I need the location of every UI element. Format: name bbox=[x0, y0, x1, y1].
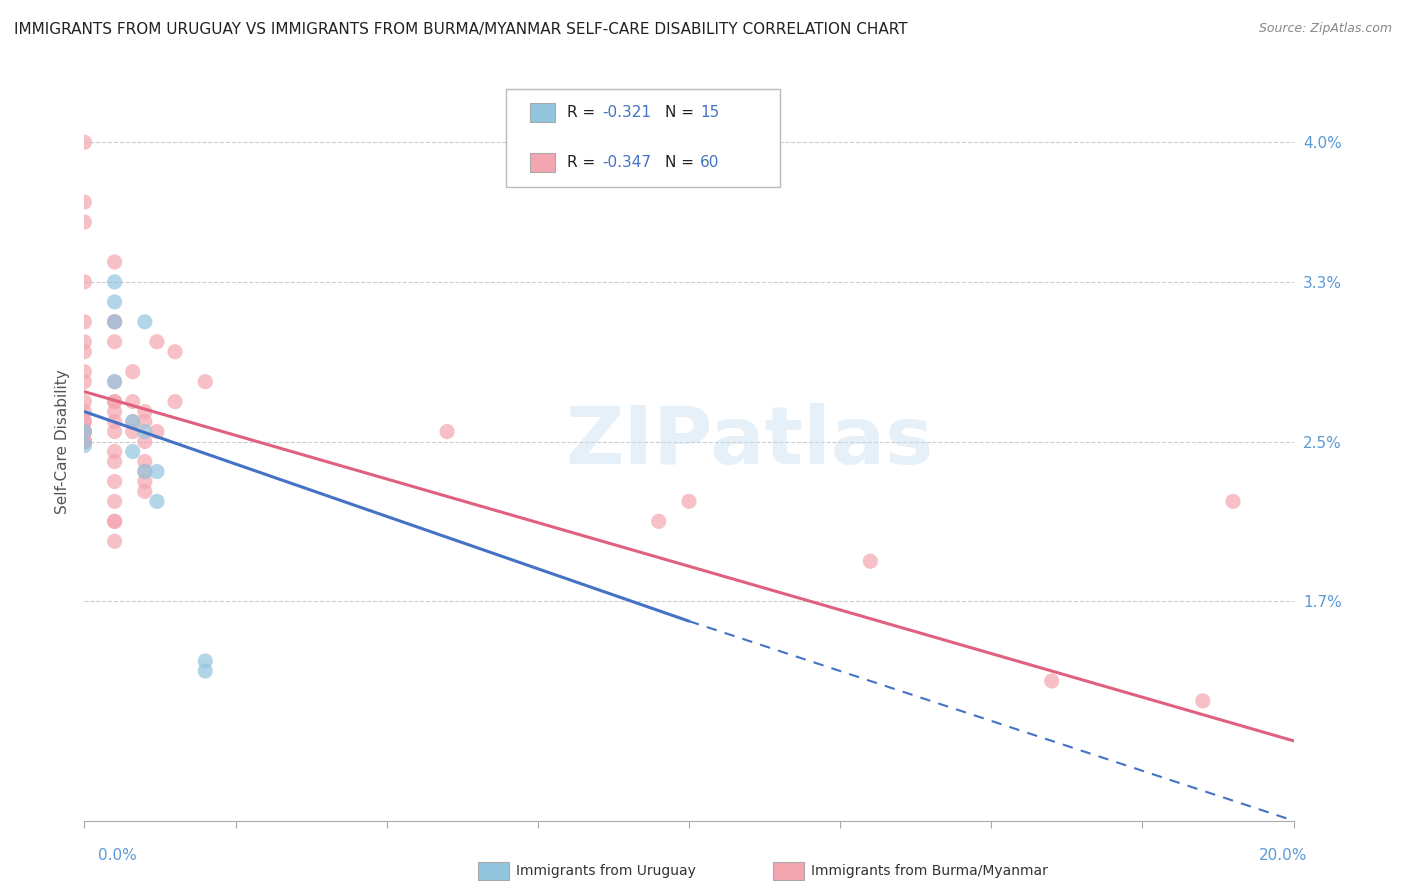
Point bbox=[134, 434, 156, 449]
Point bbox=[104, 404, 127, 418]
Point bbox=[104, 534, 127, 549]
Text: Immigrants from Uruguay: Immigrants from Uruguay bbox=[516, 863, 696, 878]
Point bbox=[104, 315, 127, 329]
Point bbox=[146, 425, 169, 439]
Point bbox=[1192, 694, 1215, 708]
Point bbox=[146, 465, 169, 479]
Text: Immigrants from Burma/Myanmar: Immigrants from Burma/Myanmar bbox=[811, 863, 1047, 878]
Point bbox=[104, 454, 127, 468]
Point bbox=[859, 554, 882, 568]
Point bbox=[146, 494, 169, 508]
Point bbox=[73, 394, 96, 409]
Point bbox=[73, 344, 96, 359]
Text: N =: N = bbox=[665, 155, 699, 169]
Point bbox=[73, 404, 96, 418]
Point bbox=[134, 415, 156, 429]
Point bbox=[104, 394, 127, 409]
Point bbox=[73, 425, 96, 439]
Point bbox=[104, 375, 127, 389]
Y-axis label: Self-Care Disability: Self-Care Disability bbox=[55, 369, 70, 514]
Point bbox=[104, 275, 127, 289]
Point bbox=[73, 215, 96, 229]
Point bbox=[73, 425, 96, 439]
Point bbox=[134, 465, 156, 479]
Point bbox=[121, 425, 143, 439]
Point bbox=[73, 275, 96, 289]
Point bbox=[146, 334, 169, 349]
Text: IMMIGRANTS FROM URUGUAY VS IMMIGRANTS FROM BURMA/MYANMAR SELF-CARE DISABILITY CO: IMMIGRANTS FROM URUGUAY VS IMMIGRANTS FR… bbox=[14, 22, 908, 37]
Point bbox=[73, 135, 96, 149]
Point bbox=[73, 434, 96, 449]
Point bbox=[73, 434, 96, 449]
Point bbox=[134, 484, 156, 499]
Point bbox=[1040, 673, 1063, 688]
Text: 60: 60 bbox=[700, 155, 720, 169]
Text: R =: R = bbox=[567, 155, 600, 169]
Point bbox=[73, 425, 96, 439]
Point bbox=[134, 454, 156, 468]
Point bbox=[121, 444, 143, 458]
Point bbox=[104, 315, 127, 329]
Point bbox=[104, 255, 127, 269]
Point bbox=[73, 334, 96, 349]
Point bbox=[73, 315, 96, 329]
Point bbox=[73, 438, 96, 452]
Point bbox=[104, 394, 127, 409]
Text: N =: N = bbox=[665, 105, 699, 120]
Point bbox=[165, 344, 187, 359]
Point bbox=[194, 664, 217, 678]
Text: ZIPatlas: ZIPatlas bbox=[565, 402, 934, 481]
Point bbox=[121, 415, 143, 429]
Point bbox=[134, 475, 156, 489]
Point bbox=[104, 315, 127, 329]
Point bbox=[73, 415, 96, 429]
Point bbox=[165, 394, 187, 409]
Point bbox=[121, 394, 143, 409]
Text: -0.321: -0.321 bbox=[602, 105, 651, 120]
Point bbox=[104, 444, 127, 458]
Point bbox=[436, 425, 458, 439]
Point bbox=[73, 195, 96, 210]
Point bbox=[73, 375, 96, 389]
Point bbox=[678, 494, 700, 508]
Point bbox=[194, 654, 217, 668]
Text: -0.347: -0.347 bbox=[602, 155, 651, 169]
Point bbox=[73, 425, 96, 439]
Point bbox=[104, 494, 127, 508]
Point bbox=[134, 465, 156, 479]
Point bbox=[104, 334, 127, 349]
Point bbox=[104, 425, 127, 439]
Text: 15: 15 bbox=[700, 105, 720, 120]
Point bbox=[134, 404, 156, 418]
Point bbox=[121, 365, 143, 379]
Point bbox=[104, 514, 127, 528]
Text: 20.0%: 20.0% bbox=[1260, 847, 1308, 863]
Point bbox=[73, 434, 96, 449]
Text: Source: ZipAtlas.com: Source: ZipAtlas.com bbox=[1258, 22, 1392, 36]
Point bbox=[134, 315, 156, 329]
Text: R =: R = bbox=[567, 105, 600, 120]
Point bbox=[73, 434, 96, 449]
Point bbox=[104, 475, 127, 489]
Point bbox=[104, 375, 127, 389]
Point bbox=[73, 365, 96, 379]
Point bbox=[104, 415, 127, 429]
Point bbox=[104, 294, 127, 309]
Point bbox=[134, 425, 156, 439]
Text: 0.0%: 0.0% bbox=[98, 847, 138, 863]
Point bbox=[121, 415, 143, 429]
Point bbox=[194, 375, 217, 389]
Point bbox=[104, 514, 127, 528]
Point bbox=[73, 415, 96, 429]
Point bbox=[1222, 494, 1244, 508]
Point bbox=[648, 514, 671, 528]
